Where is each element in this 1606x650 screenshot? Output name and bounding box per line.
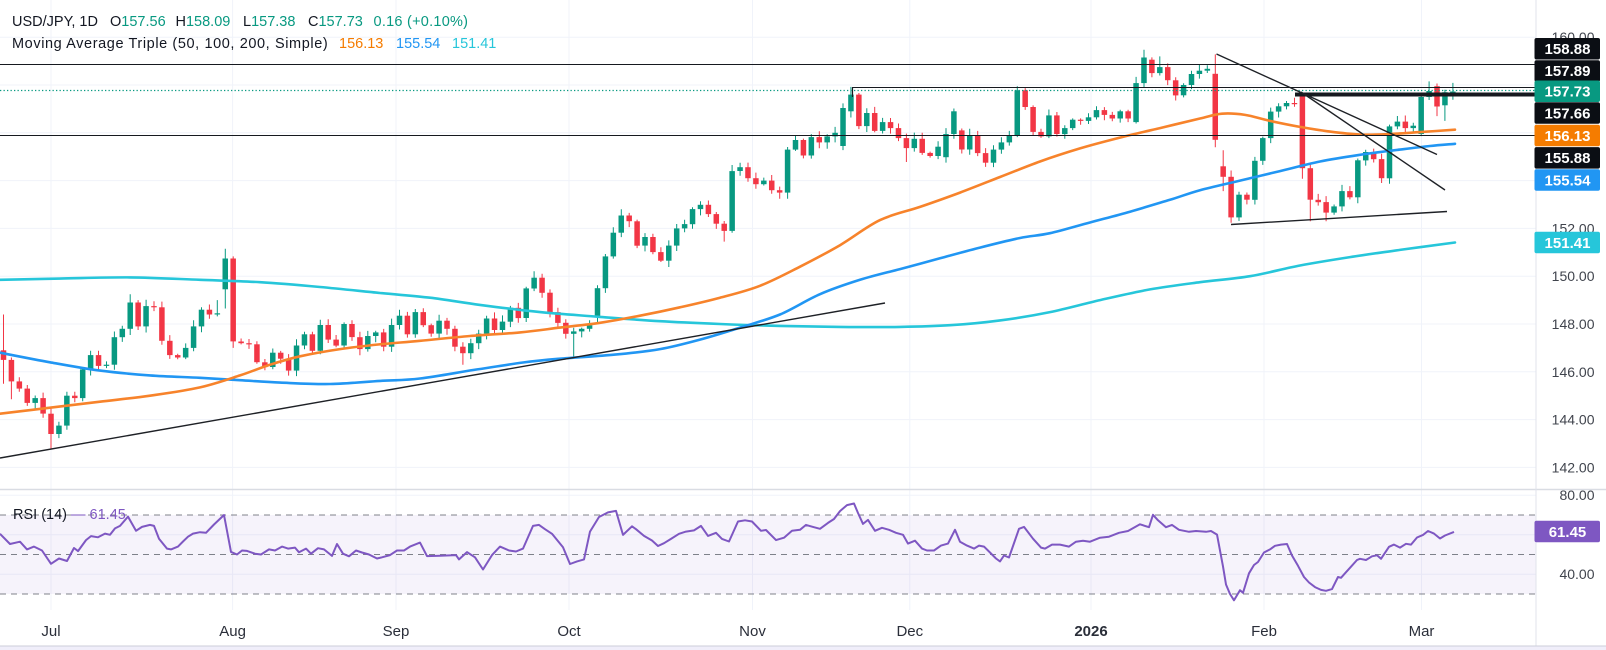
svg-text:Mar: Mar bbox=[1409, 623, 1435, 640]
svg-text:0.16 (+0.10%): 0.16 (+0.10%) bbox=[374, 14, 469, 30]
svg-text:C157.73: C157.73 bbox=[308, 14, 363, 30]
svg-text:40.00: 40.00 bbox=[1559, 566, 1594, 582]
svg-text:156.13: 156.13 bbox=[1545, 128, 1591, 145]
svg-text:158.88: 158.88 bbox=[1545, 41, 1591, 58]
svg-text:146.00: 146.00 bbox=[1552, 364, 1595, 380]
svg-text:Feb: Feb bbox=[1251, 623, 1277, 640]
svg-text:151.41: 151.41 bbox=[1545, 235, 1591, 252]
svg-text:80.00: 80.00 bbox=[1559, 487, 1594, 503]
svg-text:Dec: Dec bbox=[896, 623, 923, 640]
svg-text:157.66: 157.66 bbox=[1545, 105, 1591, 122]
svg-text:Moving Average Triple (50, 100: Moving Average Triple (50, 100, 200, Sim… bbox=[12, 36, 328, 52]
svg-text:150.00: 150.00 bbox=[1552, 268, 1595, 284]
svg-text:L157.38: L157.38 bbox=[243, 14, 295, 30]
svg-text:Sep: Sep bbox=[383, 623, 410, 640]
svg-text:Oct: Oct bbox=[557, 623, 581, 640]
svg-text:H158.09: H158.09 bbox=[176, 14, 231, 30]
svg-text:USD/JPY, 1D: USD/JPY, 1D bbox=[12, 14, 98, 30]
svg-text:O157.56: O157.56 bbox=[110, 14, 166, 30]
svg-text:155.54: 155.54 bbox=[396, 36, 440, 52]
svg-text:157.89: 157.89 bbox=[1545, 63, 1591, 80]
svg-text:142.00: 142.00 bbox=[1552, 459, 1595, 475]
svg-text:Jul: Jul bbox=[41, 623, 60, 640]
svg-text:144.00: 144.00 bbox=[1552, 412, 1595, 428]
svg-text:61.45: 61.45 bbox=[1549, 524, 1587, 541]
svg-text:157.73: 157.73 bbox=[1545, 84, 1591, 101]
svg-text:151.41: 151.41 bbox=[452, 36, 496, 52]
svg-text:2026: 2026 bbox=[1074, 623, 1107, 640]
svg-text:RSI (14) — 61.45: RSI (14) — 61.45 bbox=[13, 507, 126, 523]
svg-text:155.88: 155.88 bbox=[1545, 150, 1591, 167]
svg-text:148.00: 148.00 bbox=[1552, 316, 1595, 332]
svg-text:155.54: 155.54 bbox=[1545, 172, 1592, 189]
svg-text:156.13: 156.13 bbox=[339, 36, 383, 52]
svg-text:Aug: Aug bbox=[219, 623, 246, 640]
svg-text:Nov: Nov bbox=[739, 623, 766, 640]
